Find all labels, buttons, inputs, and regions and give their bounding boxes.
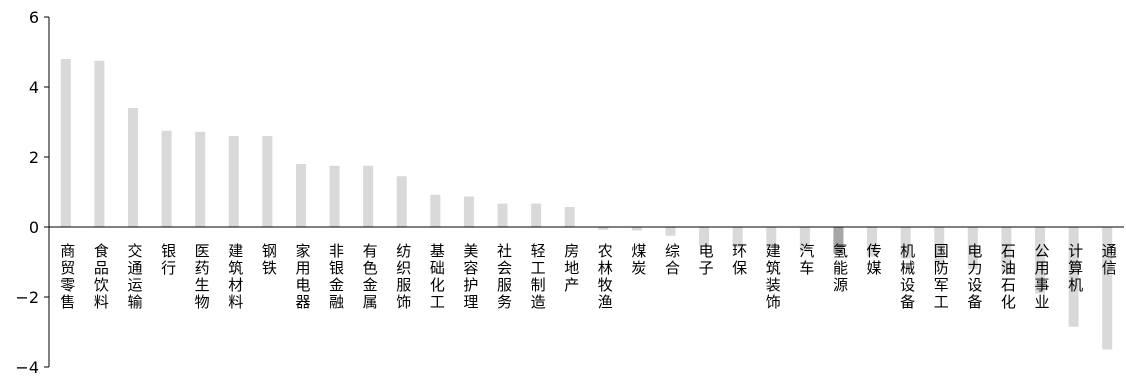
bar-电子 (699, 227, 710, 247)
bar-机械设备 (900, 227, 911, 259)
x-tick-label: 纺织服饰 (396, 242, 411, 311)
x-tick-label: 建筑材料 (228, 242, 243, 311)
bar-建筑装饰 (766, 227, 777, 248)
x-tick-label: 商贸零售 (60, 242, 75, 311)
bar-轻工制造 (531, 203, 542, 227)
x-tick-label: 美容护理 (463, 242, 478, 311)
x-tick-label: 电子 (699, 242, 714, 277)
x-tick-label: 传媒 (867, 242, 882, 277)
x-tick-label: 食品饮料 (94, 242, 109, 311)
x-tick-label: 非银金融 (329, 242, 344, 311)
bar-食品饮料 (94, 60, 105, 227)
bar-非银金融 (329, 165, 340, 227)
bar-基础化工 (430, 194, 441, 227)
x-tick-label: 计算机 (1068, 242, 1083, 294)
x-tick-label: 家用电器 (295, 242, 310, 311)
bar-有色金属 (363, 165, 374, 227)
x-tick-label: 农林牧渔 (598, 242, 613, 311)
bar-计算机 (1068, 227, 1079, 327)
x-tick-label: 国防军工 (934, 242, 949, 311)
x-tick-label: 环保 (732, 242, 747, 277)
bar-钢铁 (262, 136, 273, 227)
bar-交通运输 (127, 108, 138, 227)
x-tick-label: 轻工制造 (531, 242, 546, 311)
x-tick-label: 综合 (665, 242, 680, 277)
x-tick-label: 银行 (161, 242, 176, 277)
bar-煤炭 (631, 227, 642, 231)
bar-综合 (665, 227, 676, 236)
bar-国防军工 (934, 227, 945, 266)
x-tick-label: 汽车 (799, 242, 814, 277)
x-tick-label: 公用事业 (1035, 242, 1050, 311)
bar-农林牧渔 (598, 227, 609, 230)
bar-汽车 (799, 227, 810, 252)
x-tick-label: 社会服务 (497, 242, 512, 311)
bar-传媒 (867, 227, 878, 257)
y-tick-label: 2 (29, 148, 39, 167)
x-tick-label: 房地产 (564, 242, 579, 294)
bar-电力设备 (967, 227, 978, 269)
bar-银行 (161, 130, 172, 227)
bar-医药生物 (195, 131, 206, 227)
bar-通信 (1102, 227, 1113, 350)
bar-房地产 (564, 207, 575, 227)
x-tick-label: 石油石化 (1001, 242, 1016, 311)
x-tick-label: 建筑装饰 (766, 242, 781, 311)
x-tick-label: 基础化工 (430, 242, 445, 311)
bar-美容护理 (463, 196, 474, 227)
x-axis-labels: 商贸零售 食品饮料 交通运输 银行 医药生物 建筑材料 钢铁 家用电器 非银金融 有色金属 纺织服饰… (60, 242, 1116, 311)
x-tick-label: 氢能源 (833, 242, 848, 294)
x-tick-label: 煤炭 (631, 242, 646, 277)
x-tick-label: 交通运输 (127, 242, 142, 311)
y-tick-label: 4 (29, 78, 39, 97)
x-tick-label: 电力设备 (967, 242, 982, 311)
y-tick-label: −2 (15, 288, 39, 307)
bar-氢能源 (833, 227, 844, 254)
bar-公用事业 (1035, 227, 1046, 294)
bars-layer (60, 59, 1113, 350)
bar-商贸零售 (60, 59, 71, 227)
x-tick-label: 机械设备 (900, 242, 915, 311)
bar-石油石化 (1001, 227, 1012, 273)
x-tick-label: 医药生物 (195, 242, 210, 311)
y-tick-label: 6 (29, 8, 39, 27)
bar-家用电器 (295, 164, 306, 227)
bar-环保 (732, 227, 743, 248)
bar-纺织服饰 (396, 176, 407, 227)
bar-社会服务 (497, 203, 508, 227)
bar-建筑材料 (228, 136, 239, 227)
x-tick-label: 通信 (1102, 242, 1117, 277)
x-tick-label: 有色金属 (363, 242, 378, 311)
x-tick-label: 钢铁 (262, 242, 277, 277)
y-axis: 6 4 2 0 −2 −4 (15, 8, 50, 376)
y-tick-label: −4 (15, 358, 39, 376)
y-tick-label: 0 (29, 218, 39, 237)
